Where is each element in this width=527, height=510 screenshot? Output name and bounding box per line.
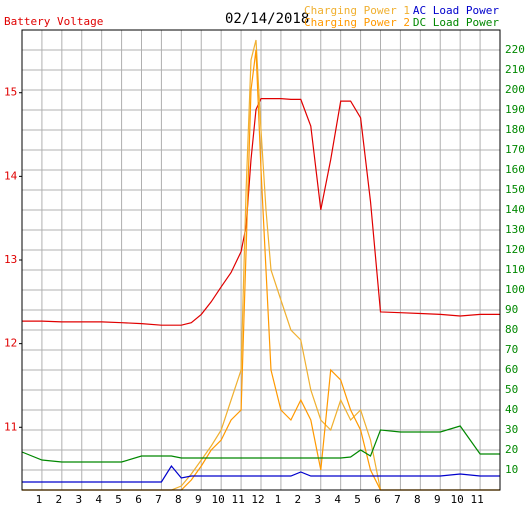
y-tick-label: 12	[4, 337, 17, 350]
x-tick-label: 8	[175, 493, 182, 506]
grid	[22, 30, 500, 490]
x-tick-label: 3	[75, 493, 82, 506]
y2-tick-label: 200	[505, 83, 525, 96]
x-tick-label: 5	[354, 493, 361, 506]
y2-tick-label: 150	[505, 183, 525, 196]
y2-tick-label: 210	[505, 63, 525, 76]
y-tick-label: 14	[4, 169, 18, 182]
series-line	[22, 98, 500, 326]
lines	[21, 39, 500, 491]
y2-tick-label: 220	[505, 43, 525, 56]
x-tick-label: 9	[434, 493, 441, 506]
legend-label: DC Load Power	[413, 16, 499, 29]
y2-tick-label: 110	[505, 263, 525, 276]
y2-tick-label: 50	[505, 383, 518, 396]
y2-tick-label: 160	[505, 163, 525, 176]
y-tick-label: 11	[4, 420, 17, 433]
x-tick-label: 7	[394, 493, 401, 506]
x-tick-label: 2	[56, 493, 63, 506]
legend-label: Charging Power 2	[304, 16, 410, 29]
x-tick-label: 3	[314, 493, 321, 506]
y2-tick-label: 20	[505, 443, 518, 456]
series-line	[21, 425, 500, 463]
y2-tick-label: 180	[505, 123, 525, 136]
y-tick-label: 13	[4, 253, 17, 266]
y2-tick-label: 130	[505, 223, 525, 236]
x-tick-label: 2	[295, 493, 302, 506]
y2-tick-label: 30	[505, 423, 518, 436]
y2-tick-label: 80	[505, 323, 518, 336]
legend-label: AC Load Power	[413, 4, 499, 17]
x-tick-label: 5	[115, 493, 122, 506]
series-line	[22, 464, 500, 483]
y2-tick-label: 90	[505, 303, 518, 316]
y2-tick-label: 170	[505, 143, 525, 156]
x-tick-label: 4	[334, 493, 341, 506]
y2-tick-label: 190	[505, 103, 525, 116]
x-tick-label: 6	[135, 493, 142, 506]
y2-tick-label: 60	[505, 363, 518, 376]
x-tick-label: 4	[95, 493, 102, 506]
x-tick-label: 8	[414, 493, 421, 506]
x-tick-label: 12	[251, 493, 264, 506]
x-tick-label: 11	[470, 493, 483, 506]
x-tick-label: 1	[36, 493, 43, 506]
x-tick-label: 10	[451, 493, 464, 506]
legend-label: Charging Power 1	[304, 4, 410, 17]
y2-tick-label: 70	[505, 343, 518, 356]
y-tick-label: 15	[4, 86, 17, 99]
x-tick-label: 11	[231, 493, 244, 506]
x-tick-label: 6	[374, 493, 381, 506]
y2-tick-label: 10	[505, 463, 518, 476]
y2-tick-label: 120	[505, 243, 525, 256]
y2-tick-label: 140	[505, 203, 525, 216]
y2-tick-label: 100	[505, 283, 525, 296]
x-tick-label: 7	[155, 493, 162, 506]
x-tick-label: 9	[195, 493, 202, 506]
x-tick-label: 10	[212, 493, 225, 506]
legend-label: Battery Voltage	[4, 15, 103, 28]
chart-title: 02/14/2018	[225, 11, 309, 27]
y2-tick-label: 40	[505, 403, 518, 416]
x-tick-label: 1	[275, 493, 282, 506]
